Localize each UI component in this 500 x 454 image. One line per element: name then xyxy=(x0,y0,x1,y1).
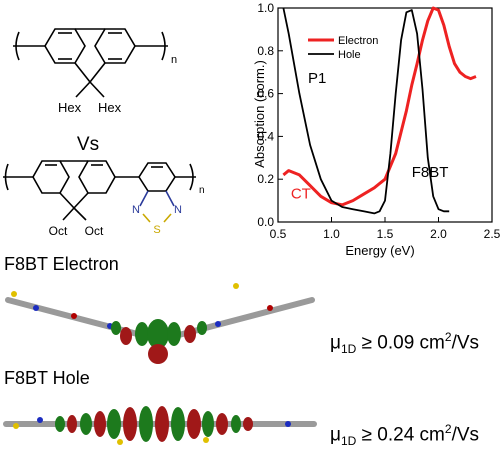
mobility-subscript: 1D xyxy=(340,434,357,449)
mobility-symbol: μ xyxy=(330,424,341,446)
hole-caption: F8BT Hole xyxy=(4,368,90,388)
hole-mobility: μ1D ≥ 0.24 cm2/Vs xyxy=(330,422,479,448)
x-axis-label: Energy (eV) xyxy=(345,243,414,258)
f8bt-structure xyxy=(3,160,196,223)
hole-orbital-image xyxy=(3,406,317,445)
electron-orbital-image xyxy=(5,283,315,364)
x-tick-label: 2.5 xyxy=(484,227,500,241)
annotation-f8bt: F8BT xyxy=(412,164,449,181)
y-tick-label: 0.8 xyxy=(257,44,274,58)
x-tick-label: 0.5 xyxy=(270,227,287,241)
legend-hole-label: Hole xyxy=(338,49,361,61)
mobility-exponent: 2 xyxy=(444,422,452,436)
f8bt-atom-s: S xyxy=(153,224,160,236)
versus-label: Vs xyxy=(77,134,99,155)
series-line-hole xyxy=(282,7,450,215)
f8bt-atom-n-left: N xyxy=(132,204,140,216)
legend: Electron Hole xyxy=(308,35,378,61)
p1-structure xyxy=(13,28,168,98)
mobility-unit: /Vs xyxy=(451,332,480,354)
p1-sub-left: Hex xyxy=(58,100,82,115)
y-tick-label: 1.0 xyxy=(257,1,274,15)
absorption-chart: 0.5 1.0 1.5 2.0 2.5 0.0 0.2 0.4 0.6 0.8 1.0 P1 CT F8… xyxy=(252,1,500,258)
legend-electron-label: Electron xyxy=(338,35,378,47)
y-axis-label: Absorption (norm.) xyxy=(252,60,267,168)
annotation-p1: P1 xyxy=(308,70,326,87)
f8bt-repeat-n: n xyxy=(199,185,205,196)
f8bt-sub-right: Oct xyxy=(85,224,104,238)
f8bt-sub-left: Oct xyxy=(49,224,68,238)
mobility-exponent: 2 xyxy=(444,330,452,344)
mobility-unit: /Vs xyxy=(451,424,480,446)
x-tick-label: 1.5 xyxy=(377,227,394,241)
annotation-ct: CT xyxy=(291,185,311,202)
series-line-electron xyxy=(282,6,477,207)
p1-repeat-n: n xyxy=(171,54,177,66)
mobility-subscript: 1D xyxy=(340,342,357,357)
p1-sub-right: Hex xyxy=(98,100,122,115)
hole-lobes xyxy=(55,406,253,442)
y-tick-label: 0.0 xyxy=(257,215,274,229)
x-tick-label: 2.0 xyxy=(430,227,447,241)
y-tick-label: 0.2 xyxy=(257,172,274,186)
x-tick-label: 1.0 xyxy=(323,227,340,241)
mobility-value: ≥ 0.09 cm xyxy=(361,332,445,354)
y-tick-label: 0.6 xyxy=(257,87,274,101)
y-tick-label: 0.4 xyxy=(257,129,274,143)
chemical-structures: Hex Hex n Vs Oct Oct n N S N xyxy=(3,28,205,238)
electron-mobility: μ1D ≥ 0.09 cm2/Vs xyxy=(330,330,479,356)
mobility-symbol: μ xyxy=(330,332,341,354)
f8bt-atom-n-right: N xyxy=(174,204,182,216)
electron-caption: F8BT Electron xyxy=(4,254,119,274)
mobility-value: ≥ 0.24 cm xyxy=(361,424,445,446)
